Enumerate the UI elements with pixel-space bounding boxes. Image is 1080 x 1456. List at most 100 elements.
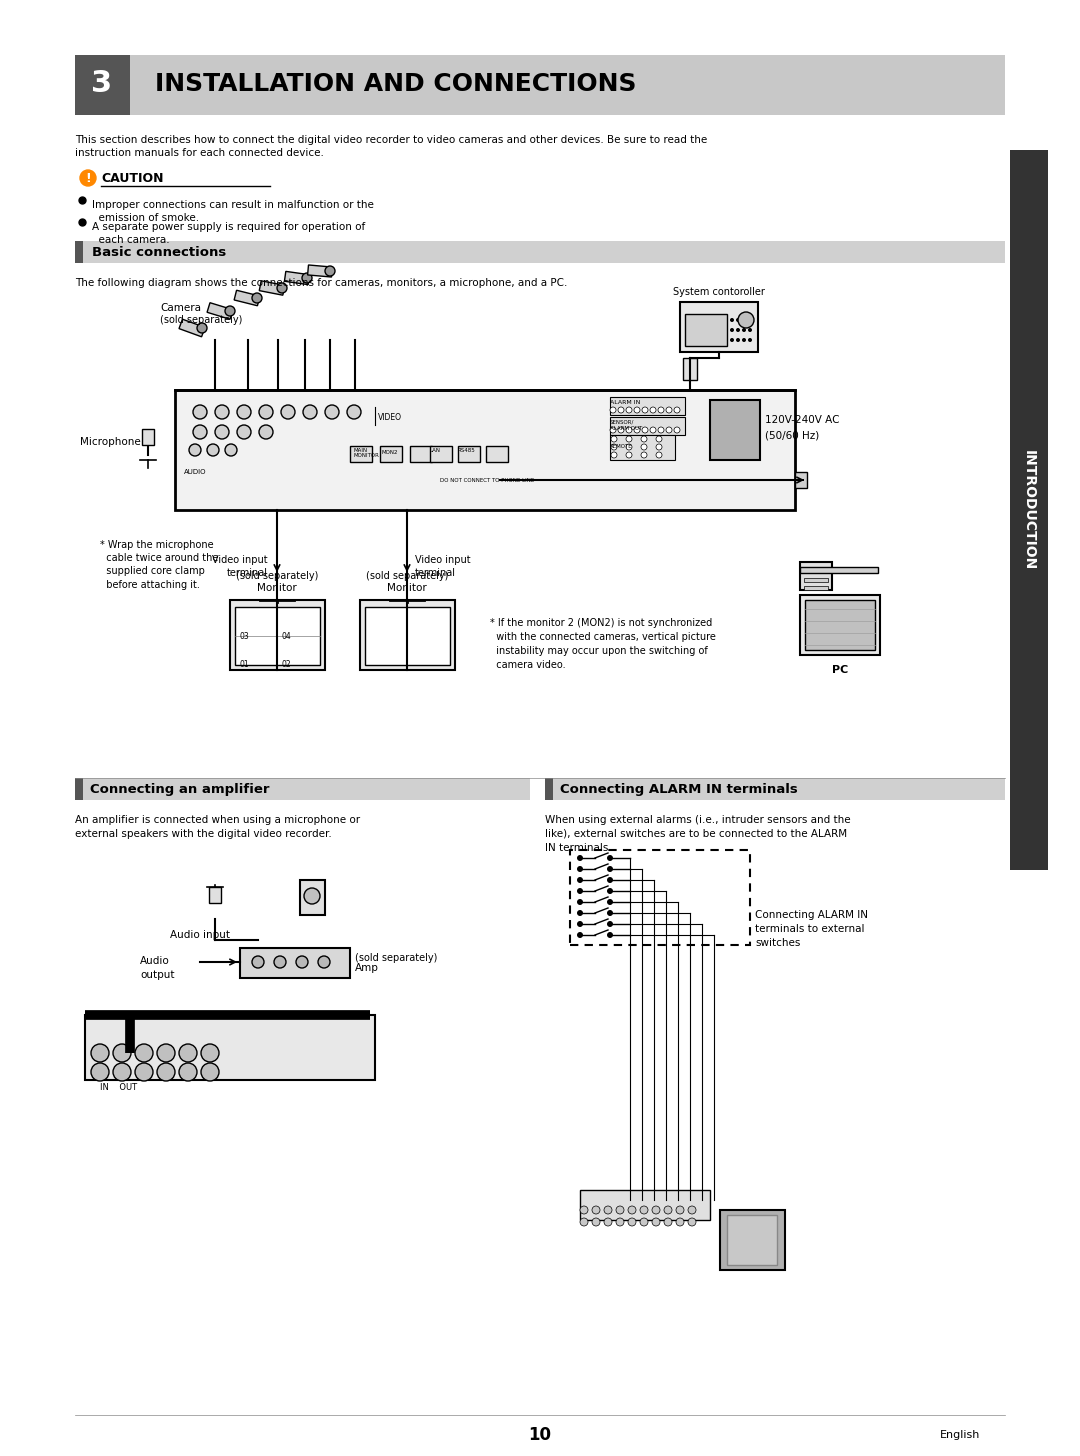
Text: * If the monitor 2 (MON2) is not synchronized
  with the connected cameras, vert: * If the monitor 2 (MON2) is not synchro…	[490, 617, 716, 670]
Bar	[804, 578, 828, 582]
Circle shape	[610, 408, 616, 414]
Circle shape	[742, 317, 746, 322]
Bar	[683, 358, 697, 380]
Text: ALARM OUT: ALARM OUT	[610, 425, 643, 431]
Circle shape	[616, 1219, 624, 1226]
Circle shape	[658, 408, 664, 414]
Circle shape	[618, 427, 624, 432]
Circle shape	[201, 1063, 219, 1080]
Circle shape	[735, 338, 740, 342]
Circle shape	[626, 408, 632, 414]
Circle shape	[735, 317, 740, 322]
Circle shape	[193, 405, 207, 419]
Circle shape	[113, 1063, 131, 1080]
Circle shape	[626, 444, 632, 450]
Circle shape	[611, 444, 617, 450]
Circle shape	[580, 1219, 588, 1226]
Text: Connecting ALARM IN terminals: Connecting ALARM IN terminals	[561, 782, 798, 795]
Circle shape	[157, 1044, 175, 1061]
Text: INSTALLATION AND CONNECTIONS: INSTALLATION AND CONNECTIONS	[156, 71, 636, 96]
Text: MON2: MON2	[382, 450, 399, 456]
Circle shape	[303, 405, 318, 419]
Text: System contoroller: System contoroller	[673, 287, 765, 297]
Bar	[458, 446, 480, 462]
Circle shape	[135, 1044, 153, 1061]
Circle shape	[325, 266, 335, 277]
Text: IN    OUT: IN OUT	[100, 1083, 137, 1092]
Text: Video input
terminal: Video input terminal	[415, 555, 471, 578]
Text: Video input
terminal: Video input terminal	[213, 555, 268, 578]
Circle shape	[666, 427, 672, 432]
Bar	[610, 416, 685, 435]
Circle shape	[640, 1206, 648, 1214]
Bar	[805, 600, 875, 649]
Bar	[75, 778, 530, 799]
Bar	[234, 290, 260, 306]
Text: When using external alarms (i.e., intruder sensors and the
like), external switc: When using external alarms (i.e., intrud…	[545, 815, 851, 853]
Circle shape	[303, 888, 320, 904]
Text: 01: 01	[240, 660, 249, 668]
Circle shape	[577, 922, 583, 927]
Circle shape	[634, 408, 640, 414]
Circle shape	[626, 451, 632, 459]
Bar	[610, 397, 685, 415]
Bar	[1010, 150, 1048, 871]
Bar	[75, 55, 1005, 115]
Bar	[804, 585, 828, 590]
Circle shape	[748, 338, 752, 342]
Text: Audio input: Audio input	[170, 930, 230, 941]
Text: An amplifier is connected when using a microphone or
external speakers with the : An amplifier is connected when using a m…	[75, 815, 360, 839]
Circle shape	[664, 1206, 672, 1214]
Circle shape	[604, 1219, 612, 1226]
Bar	[680, 301, 758, 352]
Circle shape	[607, 855, 613, 860]
Circle shape	[676, 1219, 684, 1226]
Text: DO NOT CONNECT TO PHONE LINE: DO NOT CONNECT TO PHONE LINE	[440, 478, 535, 482]
Bar	[207, 303, 233, 319]
Circle shape	[296, 957, 308, 968]
Circle shape	[666, 408, 672, 414]
Text: 02: 02	[282, 660, 292, 668]
Circle shape	[616, 1206, 624, 1214]
Circle shape	[302, 272, 312, 282]
Text: (sold separately): (sold separately)	[366, 571, 448, 581]
Bar	[795, 472, 807, 488]
Bar	[75, 778, 83, 799]
Text: 03: 03	[240, 632, 249, 641]
Bar	[230, 600, 325, 670]
Bar	[410, 446, 432, 462]
Text: Monitor: Monitor	[257, 582, 297, 593]
Text: This section describes how to connect the digital video recorder to video camera: This section describes how to connect th…	[75, 135, 707, 159]
Circle shape	[642, 408, 648, 414]
Text: VIDEO: VIDEO	[378, 412, 402, 421]
Text: 120V-240V AC: 120V-240V AC	[765, 415, 839, 425]
Bar	[365, 607, 450, 665]
Bar	[179, 319, 205, 336]
Circle shape	[577, 910, 583, 916]
Bar	[545, 778, 553, 799]
Circle shape	[627, 1219, 636, 1226]
Circle shape	[656, 444, 662, 450]
Bar	[350, 446, 372, 462]
Text: Camera: Camera	[160, 303, 201, 313]
Circle shape	[607, 910, 613, 916]
Circle shape	[201, 1044, 219, 1061]
Text: Basic connections: Basic connections	[92, 246, 226, 259]
Bar	[800, 562, 832, 590]
Circle shape	[652, 1206, 660, 1214]
Text: !: !	[85, 172, 91, 185]
Circle shape	[259, 425, 273, 440]
Text: (sold separately): (sold separately)	[235, 571, 319, 581]
Text: 3: 3	[92, 70, 112, 99]
Circle shape	[642, 444, 647, 450]
Circle shape	[215, 425, 229, 440]
Circle shape	[650, 427, 656, 432]
Circle shape	[225, 306, 235, 316]
Bar	[545, 778, 1005, 799]
Circle shape	[618, 408, 624, 414]
Circle shape	[730, 328, 734, 332]
Bar	[284, 271, 310, 284]
Bar	[570, 850, 750, 945]
Circle shape	[113, 1044, 131, 1061]
Circle shape	[197, 323, 207, 333]
